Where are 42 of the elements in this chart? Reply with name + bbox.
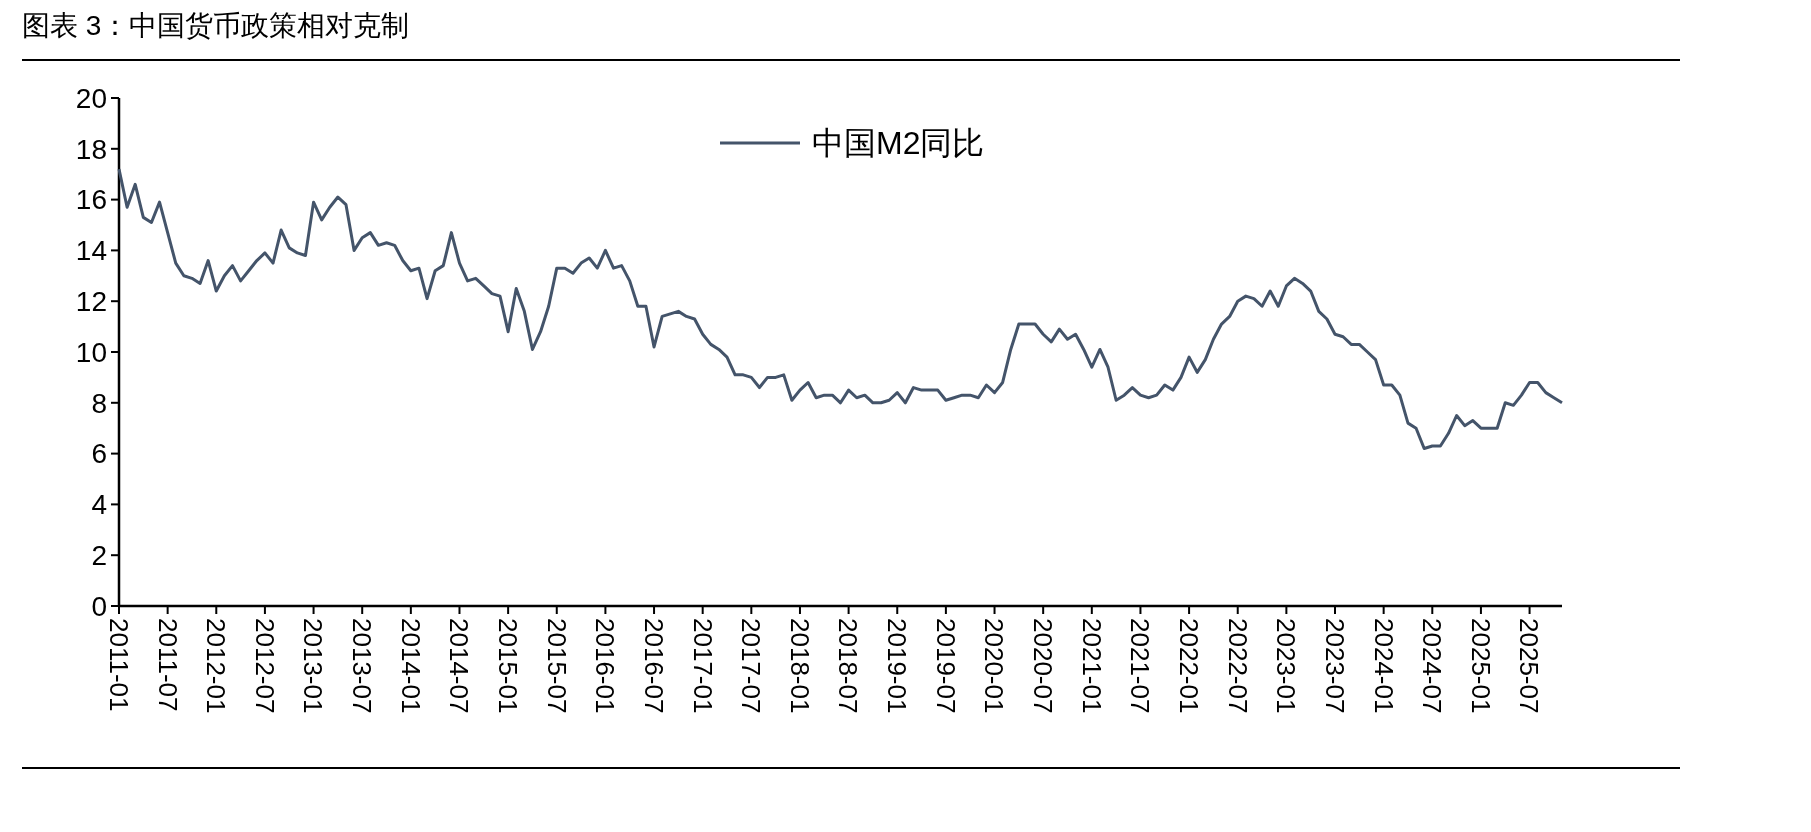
x-tick-label: 2013-01	[298, 618, 329, 714]
x-tick-label: 2022-07	[1222, 618, 1253, 714]
y-tick-label: 10	[75, 336, 107, 368]
x-tick-label: 2025-07	[1514, 618, 1545, 714]
x-tick-label: 2015-01	[493, 618, 524, 714]
x-tick-label: 2019-01	[882, 618, 913, 714]
x-tick-label: 2014-07	[444, 618, 475, 714]
legend-label: 中国M2同比	[812, 125, 985, 162]
y-tick-label: 6	[91, 438, 107, 470]
x-tick-label: 2016-07	[638, 618, 669, 714]
x-tick-label: 2012-07	[249, 618, 280, 714]
x-tick-label: 2018-07	[833, 618, 864, 714]
x-tick-label: 2013-07	[347, 618, 378, 714]
x-tick-label: 2019-07	[930, 618, 961, 714]
chart-title: 图表 3：中国货币政策相对克制	[22, 10, 410, 41]
x-tick-label: 2011-07	[152, 618, 183, 712]
line-series	[117, 167, 1564, 451]
x-tick-label: 2015-07	[541, 618, 572, 714]
y-tick-label: 18	[75, 133, 107, 165]
x-tick-label: 2016-01	[590, 618, 621, 714]
x-tick-label: 2024-01	[1368, 618, 1399, 714]
x-tick-label: 2023-07	[1319, 618, 1350, 714]
y-tick-label: 2	[91, 540, 107, 571]
y-tick-label: 16	[75, 184, 107, 216]
x-tick-label: 2023-01	[1271, 618, 1302, 714]
y-tick-label: 8	[91, 387, 107, 419]
x-tick-label: 2012-01	[201, 618, 232, 714]
x-tick-label: 2025-01	[1465, 618, 1496, 714]
x-tick-label: 2017-01	[687, 618, 718, 714]
y-tick-label: 4	[91, 489, 107, 521]
x-tick-label: 2014-01	[395, 618, 426, 714]
y-tick-label: 12	[75, 286, 107, 317]
x-tick-label: 2017-07	[736, 618, 767, 714]
x-tick-label: 2021-07	[1125, 618, 1156, 714]
x-tick-label: 2020-07	[1028, 618, 1059, 714]
y-tick-label: 20	[75, 82, 107, 114]
y-tick-label: 14	[75, 235, 107, 267]
x-tick-label: 2021-01	[1076, 618, 1107, 714]
x-tick-label: 2022-01	[1173, 618, 1204, 714]
x-tick-label: 2018-01	[784, 618, 815, 714]
x-tick-label: 2024-07	[1417, 618, 1448, 714]
x-tick-label: 2020-01	[979, 618, 1010, 714]
